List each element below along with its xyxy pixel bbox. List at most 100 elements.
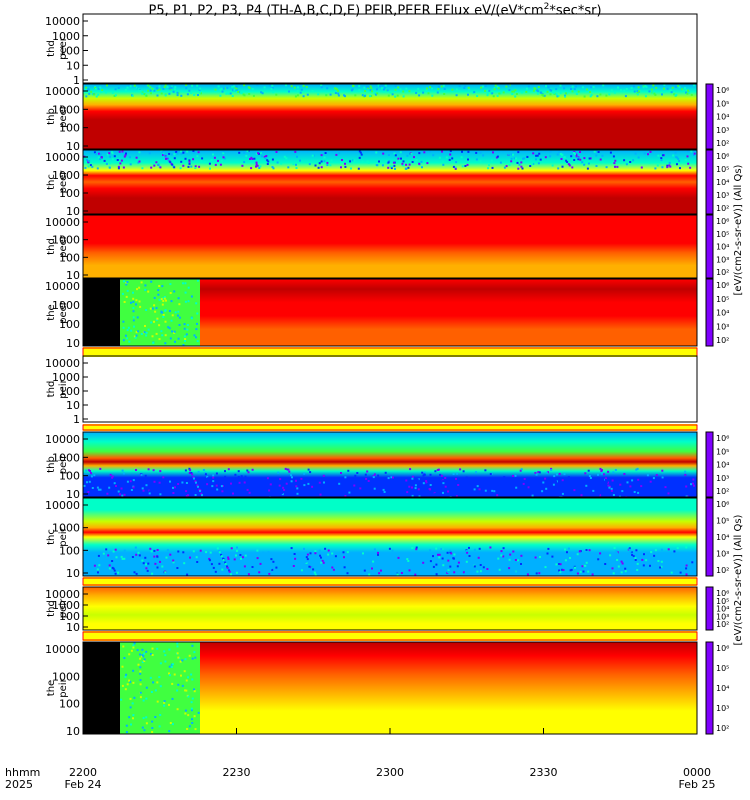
noise-speck xyxy=(571,166,574,169)
noise-speck xyxy=(573,489,576,492)
noise-speck xyxy=(590,93,593,96)
noise-speck xyxy=(458,90,461,93)
noise-speck xyxy=(558,563,561,565)
y-tick-label: 10000 xyxy=(45,588,80,601)
noise-speck xyxy=(599,158,602,161)
noise-speck xyxy=(363,86,366,89)
noise-speck xyxy=(493,88,496,91)
noise-speck xyxy=(564,95,567,98)
noise-speck xyxy=(177,314,179,317)
noise-speck xyxy=(261,573,264,576)
noise-speck xyxy=(305,85,308,88)
noise-speck xyxy=(244,554,247,557)
y-tick-label: 1000 xyxy=(52,299,80,312)
noise-speck xyxy=(538,471,541,474)
noise-speck xyxy=(602,84,605,87)
noise-speck xyxy=(166,558,169,561)
y-tick-label: 10 xyxy=(66,488,80,501)
noise-speck xyxy=(184,291,187,294)
noise-speck xyxy=(558,150,561,153)
noise-speck xyxy=(143,331,146,334)
noise-speck xyxy=(685,567,688,570)
noise-speck xyxy=(201,157,204,160)
colorbar-tick-label: 10⁴ xyxy=(716,243,729,252)
noise-speck xyxy=(385,483,388,486)
colorbar-tick-label: 10⁵ xyxy=(716,165,729,174)
noise-speck xyxy=(151,731,154,733)
noise-speck xyxy=(585,484,588,487)
panel-the-peer xyxy=(82,278,714,357)
noise-speck xyxy=(102,552,105,555)
noise-speck xyxy=(122,472,125,475)
panel-frame xyxy=(82,149,698,215)
noise-speck xyxy=(685,485,688,488)
noise-speck xyxy=(187,286,190,289)
colorbar-tick-label: 10⁴ xyxy=(716,684,729,693)
noise-speck xyxy=(197,711,200,714)
noise-speck xyxy=(198,91,201,94)
noise-speck xyxy=(188,467,191,470)
y-tick-label: 10000 xyxy=(45,643,80,656)
noise-speck xyxy=(196,322,198,325)
noise-speck xyxy=(122,326,125,329)
noise-speck xyxy=(595,154,598,157)
noise-speck xyxy=(520,161,523,164)
noise-speck xyxy=(520,165,523,168)
noise-speck xyxy=(161,151,164,153)
noise-speck xyxy=(126,281,129,283)
noise-speck xyxy=(125,282,128,284)
noise-speck xyxy=(155,318,158,321)
noise-speck xyxy=(288,470,291,473)
noise-speck xyxy=(194,494,197,496)
noise-speck xyxy=(169,292,172,294)
noise-speck xyxy=(551,89,554,92)
noise-speck xyxy=(385,160,388,163)
noise-speck xyxy=(566,161,569,163)
noise-speck xyxy=(581,86,584,89)
noise-speck xyxy=(173,673,176,676)
noise-speck xyxy=(450,479,453,481)
noise-speck xyxy=(283,488,286,491)
noise-speck xyxy=(130,329,133,332)
noise-speck xyxy=(676,163,678,166)
noise-speck xyxy=(520,563,522,565)
y-tick-label: 10 xyxy=(66,59,80,72)
noise-speck xyxy=(246,469,249,472)
noise-speck xyxy=(237,470,240,473)
noise-speck xyxy=(95,95,98,98)
noise-speck xyxy=(346,572,349,575)
noise-speck xyxy=(437,88,440,90)
noise-speck xyxy=(306,93,309,96)
noise-speck xyxy=(176,642,179,645)
noise-speck xyxy=(394,95,397,98)
colorbar-tick-label: 10⁶ xyxy=(716,152,729,161)
noise-speck xyxy=(234,473,237,476)
noise-speck xyxy=(90,472,92,475)
noise-speck xyxy=(131,94,134,97)
noise-speck xyxy=(634,557,637,560)
noise-speck xyxy=(340,166,342,169)
noise-speck xyxy=(402,95,405,98)
noise-speck xyxy=(426,162,429,165)
noise-speck xyxy=(506,482,509,485)
noise-speck xyxy=(186,728,189,730)
noise-speck xyxy=(635,468,638,471)
noise-speck xyxy=(303,472,306,475)
noise-speck xyxy=(226,86,229,89)
noise-speck xyxy=(296,94,299,97)
title-prefix: P5, P1, P2, P3, P4 (TH-A,B,C,D,E) PEIR,P… xyxy=(148,3,544,19)
noise-speck xyxy=(145,331,148,334)
noise-speck xyxy=(673,550,676,553)
noise-speck xyxy=(592,86,595,89)
noise-speck xyxy=(320,556,322,559)
noise-speck xyxy=(196,279,199,282)
noise-speck xyxy=(130,489,133,491)
noise-speck xyxy=(603,473,605,476)
noise-speck xyxy=(357,167,360,170)
noise-speck xyxy=(392,476,394,479)
noise-speck xyxy=(169,283,172,286)
noise-speck xyxy=(652,84,655,87)
noise-speck xyxy=(503,166,506,169)
noise-speck xyxy=(149,307,152,310)
noise-speck xyxy=(132,307,135,310)
